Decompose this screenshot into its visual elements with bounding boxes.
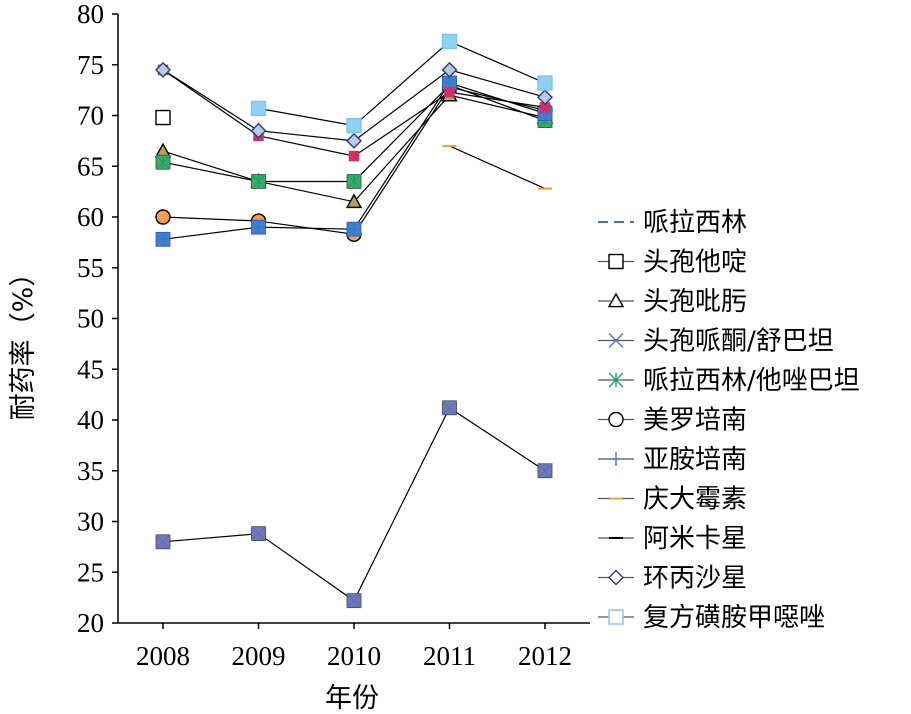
- data-point: [444, 86, 455, 98]
- data-point: [537, 89, 553, 106]
- series-10: [155, 61, 553, 149]
- legend: 哌拉西林头孢他啶头孢吡肟头孢哌酮/舒巴坦哌拉西林/他唑巴坦美罗培南亚胺培南庆大霉…: [598, 208, 860, 633]
- x-tick-label: 2010: [327, 641, 381, 671]
- series-2: [155, 109, 171, 126]
- data-point: [348, 150, 360, 162]
- legend-label: 哌拉西林: [643, 208, 747, 238]
- data-point: [346, 132, 362, 149]
- legend-swatch-marker: [608, 569, 624, 586]
- x-axis-label: 年份: [325, 683, 379, 714]
- y-tick-label: 45: [77, 354, 104, 384]
- legend-label: 阿米卡星: [643, 524, 747, 554]
- data-point: [251, 219, 266, 235]
- legend-swatch-marker: [608, 372, 624, 388]
- data-point: [154, 142, 172, 158]
- series-layer: [154, 33, 554, 609]
- legend-swatch-marker: [608, 253, 624, 270]
- legend-label: 头孢他啶: [643, 248, 747, 278]
- data-point: [250, 122, 267, 139]
- legend-label: 庆大霉素: [643, 485, 747, 515]
- series-7: [155, 75, 553, 247]
- legend-item: 复方磺胺甲噁唑: [598, 603, 825, 633]
- y-tick-label: 60: [77, 202, 104, 232]
- series-line: [449, 145, 546, 190]
- data-point: [346, 117, 362, 134]
- legend-item: 头孢吡肟: [598, 287, 747, 317]
- y-axis: 20 25 30 35 40 45 50 55 60 65 70 75 80: [77, 0, 119, 638]
- y-tick-label: 25: [77, 557, 104, 587]
- x-tick-label: 2011: [423, 641, 476, 671]
- data-point: [251, 526, 266, 542]
- data-point: [441, 33, 458, 50]
- x-tick-label: 2009: [232, 641, 286, 671]
- y-tick-label: 20: [77, 608, 104, 638]
- legend-label: 哌拉西林/他唑巴坦: [643, 366, 860, 396]
- data-point: [346, 221, 362, 237]
- y-axis-label: 耐药率（%）: [8, 260, 39, 421]
- data-point: [539, 102, 551, 113]
- legend-label: 美罗培南: [643, 406, 747, 436]
- y-tick-label: 35: [77, 456, 104, 486]
- legend-label: 复方磺胺甲噁唑: [643, 603, 825, 633]
- legend-swatch-marker: [608, 411, 624, 428]
- y-tick-label: 75: [77, 50, 104, 80]
- x-tick-label: 2012: [518, 641, 572, 671]
- legend-item: 美罗培南: [598, 406, 747, 436]
- legend-swatch-marker: [609, 452, 623, 466]
- legend-label: 亚胺培南: [643, 445, 747, 475]
- y-tick-label: 30: [77, 507, 104, 537]
- legend-label: 头孢哌酮/舒巴坦: [643, 327, 834, 357]
- legend-swatch-marker: [608, 333, 624, 348]
- legend-swatch-marker: [607, 292, 625, 308]
- legend-item: 头孢哌酮/舒巴坦: [598, 327, 834, 357]
- data-point: [441, 61, 458, 78]
- legend-item: 头孢他啶: [598, 248, 747, 278]
- data-point: [155, 109, 171, 126]
- data-point: [346, 593, 362, 609]
- data-point: [155, 209, 171, 225]
- legend-label: 头孢吡肟: [643, 287, 747, 317]
- legend-swatch-marker: [608, 609, 624, 625]
- data-point: [155, 154, 171, 170]
- legend-item: 亚胺培南: [598, 445, 747, 475]
- y-tick-label: 40: [77, 405, 104, 435]
- legend-label: 环丙沙星: [643, 564, 747, 594]
- series-4: [155, 400, 553, 609]
- series-line: [162, 406, 546, 602]
- series-line: [258, 40, 546, 127]
- data-point: [251, 173, 266, 189]
- data-point: [537, 75, 553, 91]
- legend-item: 哌拉西林: [598, 208, 747, 238]
- data-point: [155, 231, 171, 247]
- data-point: [155, 534, 171, 550]
- legend-item: 阿米卡星: [598, 524, 747, 554]
- data-point: [345, 193, 363, 209]
- x-axis: 2008 2009 2010 2011 2012: [118, 622, 590, 671]
- y-tick-label: 80: [77, 0, 104, 29]
- legend-item: 庆大霉素: [598, 485, 747, 515]
- data-point: [442, 400, 457, 416]
- y-tick-label: 55: [77, 253, 104, 283]
- data-point: [250, 100, 267, 117]
- series-8: [442, 144, 552, 190]
- y-tick-label: 65: [77, 151, 104, 181]
- data-point: [442, 75, 457, 91]
- data-point: [537, 463, 553, 479]
- series-11: [250, 33, 553, 134]
- legend-item: 哌拉西林/他唑巴坦: [598, 366, 860, 396]
- data-point: [346, 173, 362, 189]
- data-point: [155, 61, 171, 78]
- y-tick-label: 50: [77, 304, 104, 334]
- x-tick-label: 2008: [136, 641, 190, 671]
- y-tick-label: 70: [77, 101, 104, 131]
- legend-item: 环丙沙星: [598, 564, 747, 594]
